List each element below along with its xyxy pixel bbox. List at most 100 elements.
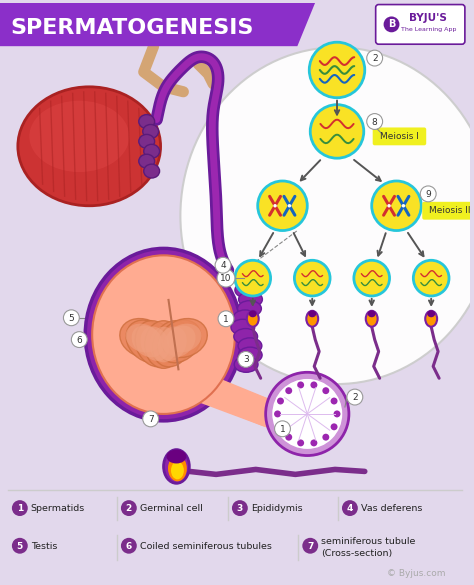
Circle shape [322,433,329,441]
Text: Spermatids: Spermatids [31,504,85,513]
Ellipse shape [164,450,189,483]
Ellipse shape [233,310,257,326]
Text: 9: 9 [425,190,431,199]
Circle shape [273,204,277,208]
Text: 1: 1 [17,504,23,513]
Ellipse shape [247,311,259,326]
Circle shape [215,257,231,273]
Ellipse shape [366,311,378,326]
Text: 1: 1 [280,425,285,434]
Ellipse shape [158,320,201,363]
Text: 3: 3 [237,504,243,513]
Circle shape [285,433,292,441]
Ellipse shape [238,347,262,363]
Ellipse shape [85,249,242,421]
Text: seminiferous tubule: seminiferous tubule [321,537,416,546]
Circle shape [367,113,383,129]
Ellipse shape [161,319,207,357]
Text: 5: 5 [68,314,74,323]
Ellipse shape [140,326,170,361]
Circle shape [258,181,307,230]
Ellipse shape [139,135,155,148]
Text: BYJU'S: BYJU'S [409,13,447,23]
Text: 8: 8 [372,118,378,126]
Circle shape [143,411,159,427]
Circle shape [383,16,400,32]
Ellipse shape [126,320,169,363]
Circle shape [285,387,292,394]
Ellipse shape [234,356,258,372]
Text: 4: 4 [346,504,353,513]
Circle shape [64,310,79,326]
Circle shape [310,105,364,158]
Text: 10: 10 [220,274,232,283]
FancyArrowPatch shape [206,390,267,413]
Circle shape [274,411,281,417]
Circle shape [297,381,304,388]
Ellipse shape [238,338,262,354]
Circle shape [413,260,449,296]
Circle shape [272,378,343,450]
Circle shape [372,181,421,230]
Ellipse shape [164,326,195,357]
Text: 4: 4 [220,261,226,270]
Circle shape [265,372,349,456]
Ellipse shape [427,310,435,317]
Text: 2: 2 [126,504,132,513]
Circle shape [334,411,340,417]
Circle shape [330,424,337,431]
Circle shape [12,500,28,516]
Circle shape [354,260,390,296]
Ellipse shape [166,450,186,463]
Circle shape [302,538,318,553]
Ellipse shape [306,311,318,326]
Ellipse shape [145,321,182,369]
Ellipse shape [18,87,161,206]
Text: Germinal cell: Germinal cell [140,504,202,513]
Circle shape [238,352,254,367]
Circle shape [387,204,391,208]
Ellipse shape [308,310,316,317]
FancyBboxPatch shape [376,5,465,44]
Text: 6: 6 [76,336,82,345]
Text: B: B [388,19,395,29]
Ellipse shape [29,101,129,172]
Text: Testis: Testis [31,542,57,550]
Ellipse shape [158,326,187,361]
Circle shape [297,439,304,446]
Circle shape [342,500,358,516]
Circle shape [309,42,365,98]
Text: 5: 5 [17,542,23,550]
Circle shape [217,269,235,287]
Circle shape [218,311,234,326]
Text: The Learning App: The Learning App [401,27,456,32]
Ellipse shape [135,321,174,367]
Ellipse shape [92,255,235,414]
Ellipse shape [234,329,257,345]
Ellipse shape [171,462,184,479]
Text: Meiosis II: Meiosis II [429,207,471,215]
Circle shape [401,204,405,208]
Circle shape [347,389,363,405]
Ellipse shape [120,319,166,357]
Text: 7: 7 [148,415,154,424]
Text: 2: 2 [352,393,358,402]
Text: Vas deferens: Vas deferens [361,504,422,513]
Ellipse shape [238,291,263,307]
Ellipse shape [235,282,259,298]
Text: 7: 7 [307,542,313,550]
Circle shape [310,439,318,446]
Ellipse shape [368,310,376,317]
Ellipse shape [249,310,257,317]
Text: 3: 3 [243,356,249,364]
Text: (Cross-section): (Cross-section) [321,549,392,558]
FancyBboxPatch shape [373,128,426,145]
Ellipse shape [126,324,161,352]
Circle shape [232,500,248,516]
Circle shape [72,332,87,347]
Circle shape [12,538,28,553]
Ellipse shape [132,326,164,357]
Text: SPERMATOGENESIS: SPERMATOGENESIS [10,18,253,39]
Text: 1: 1 [223,315,229,324]
Circle shape [310,381,318,388]
